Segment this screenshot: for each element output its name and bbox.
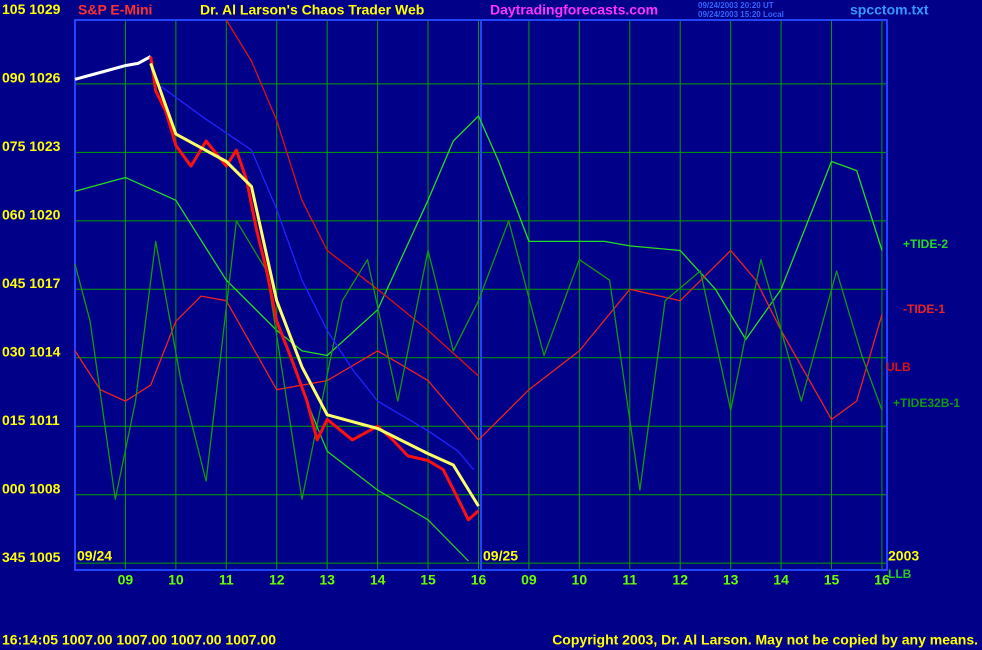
- x-tick-label: 15: [824, 572, 840, 588]
- series-line: [74, 249, 883, 441]
- series-line: [225, 19, 479, 377]
- x-tick-label: 09: [521, 572, 537, 588]
- x-tick-label: 12: [672, 572, 688, 588]
- x-tick-label: 16: [471, 572, 487, 588]
- series-label: +TIDE32B-1: [893, 396, 960, 410]
- x-tick-label: 13: [723, 572, 739, 588]
- series-label: +TIDE-2: [903, 237, 948, 251]
- filename: spcctom.txt: [850, 2, 929, 18]
- y-tick-label: 060 1020: [2, 207, 61, 223]
- x-tick-label: 16: [874, 572, 890, 588]
- date-label: 09/24: [77, 548, 112, 564]
- y-tick-label: 075 1023: [2, 138, 61, 154]
- x-tick-label: 10: [572, 572, 588, 588]
- series-label: ULB: [886, 360, 911, 374]
- x-tick-label: 14: [773, 572, 789, 588]
- x-tick-label: 11: [622, 572, 637, 588]
- series-line: [74, 220, 883, 500]
- series-line: [74, 55, 152, 81]
- timestamp: 09/24/2003 20:20 UT: [698, 1, 774, 10]
- chart-title: S&P E-Mini: [78, 2, 152, 18]
- x-tick-label: 13: [319, 572, 335, 588]
- series-line: [160, 85, 474, 471]
- y-tick-label: 000 1008: [2, 480, 61, 496]
- website: Daytradingforecasts.com: [490, 2, 658, 18]
- x-tick-label: 14: [370, 572, 386, 588]
- x-tick-label: 10: [168, 572, 184, 588]
- series-line: [301, 389, 469, 562]
- y-tick-label: 090 1026: [2, 70, 61, 86]
- x-tick-label: 12: [269, 572, 285, 588]
- series-label: LLB: [888, 567, 912, 581]
- series-label: -TIDE-1: [903, 302, 945, 316]
- series-line: [149, 62, 480, 507]
- status: 16:14:05 1007.00 1007.00 1007.00 1007.00: [2, 632, 276, 648]
- chart-subtitle: Dr. Al Larson's Chaos Trader Web: [200, 2, 424, 18]
- timestamp: 09/24/2003 15:20 Local: [698, 10, 784, 19]
- y-tick-label: 045 1017: [2, 275, 61, 291]
- y-tick-label: 030 1014: [2, 343, 61, 359]
- y-tick-label: 345 1005: [2, 549, 61, 565]
- series-line: [149, 56, 480, 522]
- copyright: Copyright 2003, Dr. Al Larson. May not b…: [552, 632, 978, 648]
- series-line: [74, 115, 883, 357]
- x-tick-label: 15: [420, 572, 436, 588]
- x-tick-label: 11: [219, 572, 234, 588]
- x-tick-label: 09: [118, 572, 134, 588]
- date-label: 09/25: [483, 548, 518, 564]
- y-tick-label: 105 1029: [2, 1, 61, 17]
- y-tick-label: 015 1011: [2, 412, 60, 428]
- date-label: 2003: [888, 548, 919, 564]
